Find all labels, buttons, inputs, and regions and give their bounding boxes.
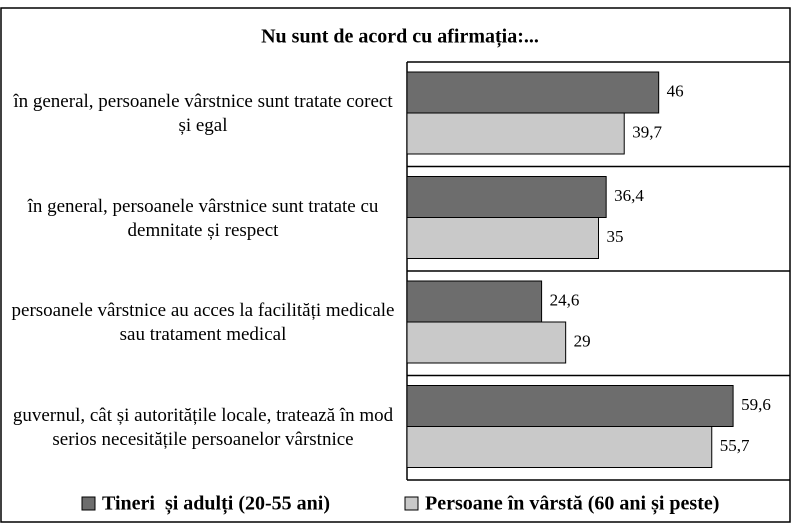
category-label: guvernul, cât și autoritățile locale, tr… xyxy=(12,404,394,450)
data-label: 36,4 xyxy=(614,186,644,205)
legend-swatch xyxy=(404,496,419,511)
data-label: 39,7 xyxy=(632,122,662,141)
data-label: 24,6 xyxy=(550,290,580,309)
bar xyxy=(406,385,734,427)
category-label: în general, persoanele vârstnice sunt tr… xyxy=(27,195,379,241)
chart-title: Nu sunt de acord cu afirmația:... xyxy=(261,26,539,49)
bar xyxy=(406,217,599,259)
data-label: 35 xyxy=(607,227,624,246)
bar xyxy=(406,71,660,114)
category-label: persoanele vârstnice au acces la facilit… xyxy=(11,300,395,346)
bar xyxy=(406,280,543,323)
legend-swatch xyxy=(81,496,96,511)
data-label: 59,6 xyxy=(741,395,771,414)
bar xyxy=(406,426,713,468)
data-label: 29 xyxy=(574,331,591,350)
category-label: în general, persoanele vârstnice sunt tr… xyxy=(13,91,393,137)
bar xyxy=(406,112,625,155)
data-label: 55,7 xyxy=(720,436,750,455)
bar xyxy=(406,321,567,364)
frame xyxy=(0,7,791,523)
bar xyxy=(406,176,607,218)
legend-label: Persoane în vârstă (60 ani și peste) xyxy=(425,493,719,516)
data-label: 46 xyxy=(667,81,684,100)
legend-label: Tineri și adulți (20-55 ani) xyxy=(102,493,330,516)
